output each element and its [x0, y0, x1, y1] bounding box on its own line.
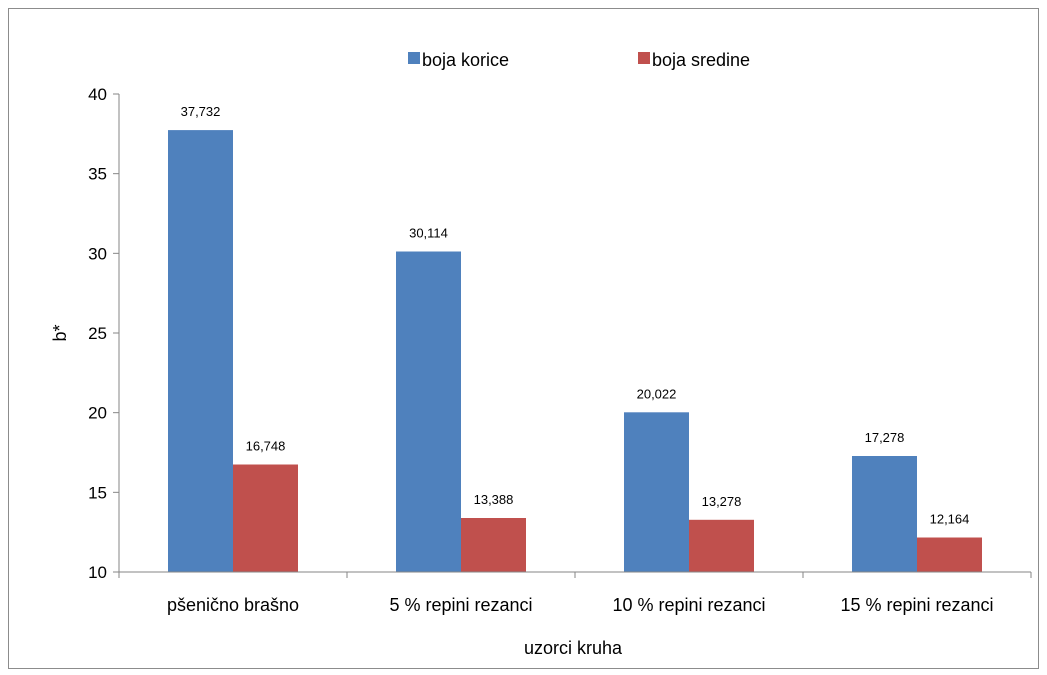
y-tick-label: 20 — [88, 404, 107, 423]
legend-label: boja korice — [422, 50, 509, 70]
data-label: 20,022 — [637, 386, 677, 401]
bar-crumb-2 — [689, 519, 754, 572]
y-tick-label: 35 — [88, 165, 107, 184]
data-label: 16,748 — [246, 439, 286, 454]
legend: boja korice boja sredine — [408, 50, 750, 70]
bars-layer — [168, 130, 982, 572]
legend-swatch-crumb — [638, 52, 650, 64]
x-tick-label: 15 % repini rezanci — [840, 595, 993, 615]
y-tick-label: 40 — [88, 85, 107, 104]
labels-layer: 37,732 16,748 pšenično brašno 30,114 13,388 5… — [88, 85, 993, 615]
y-tick-label: 30 — [88, 244, 107, 263]
bar-crumb-3 — [917, 537, 982, 572]
bar-crust-2 — [624, 412, 689, 572]
bar-crumb-0 — [233, 464, 298, 572]
x-tick-label: 10 % repini rezanci — [612, 595, 765, 615]
y-tick-label: 10 — [88, 563, 107, 582]
bar-crust-3 — [852, 456, 917, 572]
data-label: 17,278 — [865, 430, 905, 445]
data-label: 37,732 — [181, 104, 221, 119]
data-label: 12,164 — [930, 512, 970, 527]
axes-layer — [113, 93, 1032, 578]
x-tick-label: pšenično brašno — [167, 595, 299, 615]
data-label: 13,278 — [702, 494, 742, 509]
data-label: 30,114 — [409, 226, 448, 241]
y-tick-label: 25 — [88, 324, 107, 343]
bar-crust-0 — [168, 130, 233, 572]
y-tick-label: 15 — [88, 483, 107, 502]
bar-crumb-1 — [461, 518, 526, 572]
legend-swatch-crust — [408, 52, 420, 64]
x-axis-title: uzorci kruha — [524, 638, 623, 658]
legend-label: boja sredine — [652, 50, 750, 70]
y-axis-title: b* — [50, 324, 70, 341]
x-tick-label: 5 % repini rezanci — [389, 595, 532, 615]
data-label: 13,388 — [474, 492, 514, 507]
bar-crust-1 — [396, 251, 461, 572]
